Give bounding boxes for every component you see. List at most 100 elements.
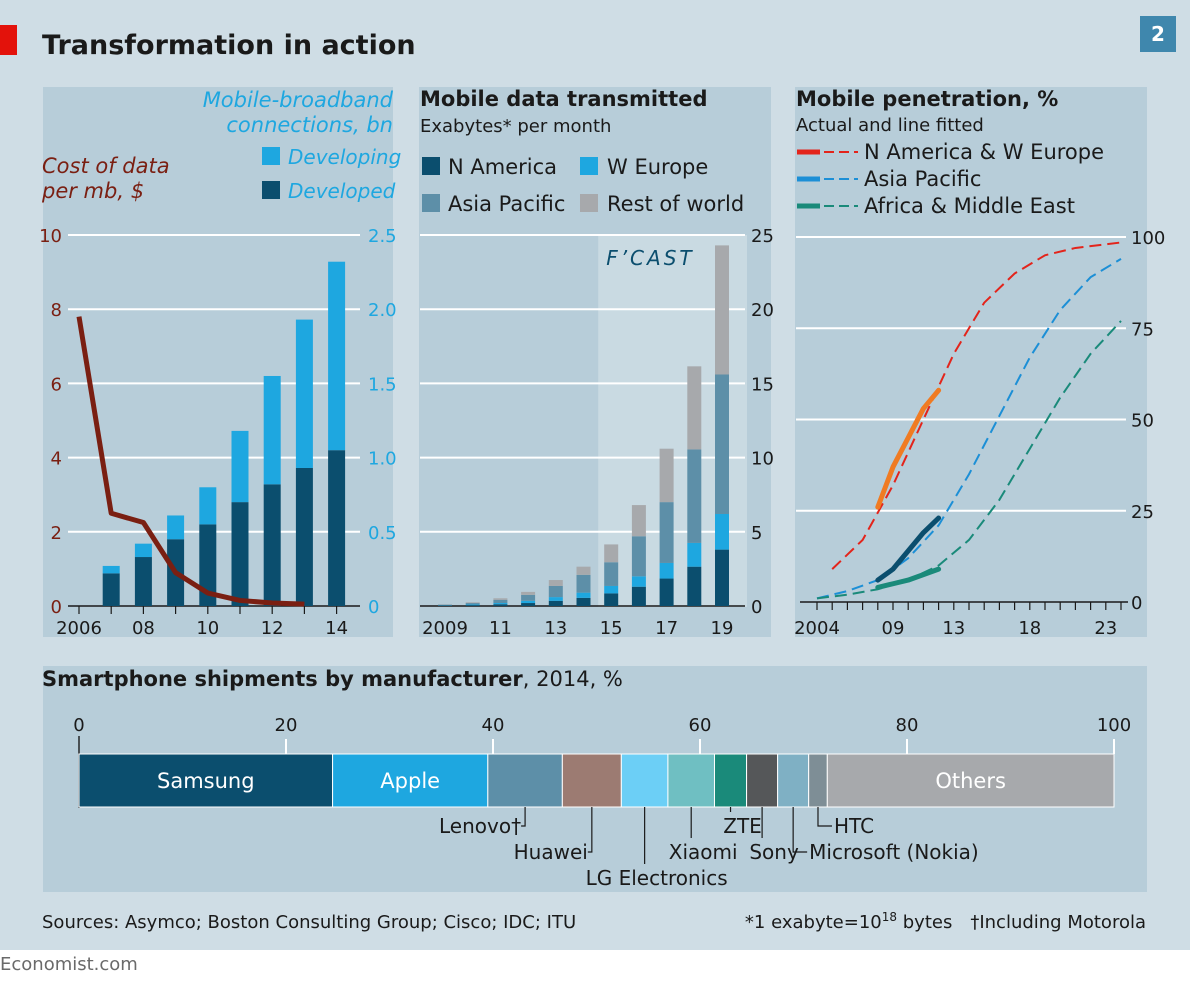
cost-of-data-line — [76, 316, 305, 607]
cost-left-tick-label: 10 — [39, 226, 62, 247]
broadband-title-line2: connections, bn — [226, 113, 393, 137]
cost-axis-title-line1: Cost of data — [42, 154, 170, 178]
cost-left-tick-label: 0 — [51, 597, 62, 618]
footnote-exabyte-suffix: bytes — [897, 912, 952, 933]
red-tag — [0, 25, 17, 55]
legend-weurope-label: W Europe — [607, 155, 708, 179]
penetration-y-tick-label: 25 — [1131, 502, 1154, 523]
data-transmitted-title: Mobile data transmitted — [420, 87, 707, 111]
sources-note: Sources: Asymco; Boston Consulting Group… — [42, 912, 576, 933]
cost-axis-title-line2: per mb, $ — [41, 179, 144, 203]
penetration-y-tick-label: 50 — [1131, 411, 1154, 432]
bar-asiapacific — [493, 599, 508, 604]
segment-label-htc: HTC — [834, 814, 874, 838]
broadband-right-tick-label: 0.5 — [368, 523, 397, 544]
data-transmitted-y-tick-label: 10 — [751, 449, 774, 470]
bar-weurope — [548, 597, 563, 601]
broadband-x-tick-label: 10 — [196, 618, 219, 639]
data-transmitted-y-tick-label: 0 — [751, 597, 762, 618]
data-transmitted-x-tick-label: 17 — [655, 618, 678, 639]
data-transmitted-x-tick-label: 2009 — [422, 618, 468, 639]
legend-namerica-label: N America — [448, 155, 557, 179]
penetration-subtitle: Actual and line fitted — [796, 115, 984, 136]
penetration-y-tick-label: 75 — [1131, 319, 1154, 340]
bar-namerica — [521, 603, 536, 606]
cost-left-tick-label: 8 — [51, 300, 62, 321]
bar-developing — [134, 543, 152, 558]
bar-weurope — [604, 585, 619, 594]
bar-weurope — [576, 592, 591, 598]
penetration-actual-line-asia-pacific — [875, 515, 942, 583]
penetration-x-tick-label: 18 — [1018, 618, 1041, 639]
segment-huawei — [561, 753, 622, 808]
penetration-fitted-line-asia-pacific — [816, 258, 1122, 600]
cost-left-tick-label: 2 — [51, 523, 62, 544]
broadband-x-tick-label: 08 — [132, 618, 155, 639]
legend-namerica-swatch — [422, 157, 440, 175]
smartphone-axis-tick-label: 40 — [482, 715, 505, 736]
bar-restofworld — [687, 366, 702, 450]
penetration-x-tick-label: 2004 — [794, 618, 840, 639]
bar-restofworld — [604, 544, 619, 563]
data-transmitted-x-tick-label: 15 — [600, 618, 623, 639]
penetration-title: Mobile penetration, % — [796, 87, 1058, 111]
bar-asiapacific — [521, 594, 536, 601]
bar-weurope — [687, 542, 702, 567]
legend-developing-swatch — [262, 147, 280, 165]
segment-samsung — [78, 753, 334, 808]
data-transmitted-x-tick-label: 11 — [489, 618, 512, 639]
bar-restofworld — [493, 598, 508, 600]
bar-namerica — [631, 586, 646, 606]
bar-developed — [295, 467, 313, 606]
smartphone-axis-tick-label: 100 — [1097, 715, 1131, 736]
segment-others — [826, 753, 1115, 808]
penetration-actual-line-na-europe — [875, 387, 942, 510]
leader-line-microsoft-nokia — [792, 807, 808, 853]
legend-restofworld-label: Rest of world — [607, 192, 744, 216]
segment-htc — [808, 753, 828, 808]
bar-weurope — [465, 604, 480, 606]
chart-number: 2 — [1151, 22, 1165, 46]
credit: Economist.com — [0, 954, 138, 975]
bar-restofworld — [576, 566, 591, 575]
bar-developing — [328, 261, 346, 451]
leader-line-htc — [817, 807, 832, 827]
bar-asiapacific — [604, 562, 619, 586]
bar-developed — [231, 502, 249, 606]
penetration-y-tick-label: 0 — [1131, 593, 1142, 614]
bar-developing — [102, 565, 120, 574]
penetration-chart: Mobile penetration, % Actual and line fi… — [794, 87, 1165, 639]
bar-developed — [328, 450, 346, 606]
bar-weurope — [521, 600, 536, 604]
bar-asiapacific — [576, 574, 591, 593]
broadband-right-tick-label: 1.5 — [368, 374, 397, 395]
segment-apple — [332, 753, 489, 808]
leader-line-lenovo — [521, 807, 526, 827]
bar-developed — [199, 524, 217, 606]
cost-left-tick-label: 6 — [51, 374, 62, 395]
broadband-right-tick-label: 2.0 — [368, 300, 397, 321]
bar-developed — [134, 557, 152, 606]
bar-developing — [295, 319, 313, 468]
segment-sony — [746, 753, 779, 808]
credit-strip — [0, 950, 1190, 982]
legend-weurope-swatch — [580, 157, 598, 175]
broadband-x-tick-label: 14 — [325, 618, 348, 639]
bar-weurope — [659, 562, 674, 579]
bar-weurope — [715, 513, 729, 550]
forecast-label: F’CAST — [606, 246, 694, 270]
smartphone-axis-tick-label: 60 — [689, 715, 712, 736]
bar-developing — [231, 430, 249, 503]
chart-title: Transformation in action — [42, 30, 416, 61]
smartphone-title: Smartphone shipments by manufacturer, 20… — [42, 667, 623, 691]
segment-label-microsoft-nokia: Microsoft (Nokia) — [809, 840, 979, 864]
penetration-fitted-line-africa-middle-east — [816, 320, 1122, 600]
smartphone-title-main: Smartphone shipments by manufacturer — [42, 667, 523, 691]
legend-penetration-label-africa-middle-east: Africa & Middle East — [864, 194, 1075, 218]
bar-restofworld — [659, 448, 674, 503]
bar-asiapacific — [687, 449, 702, 543]
bar-namerica — [715, 549, 729, 606]
bar-developing — [263, 375, 281, 485]
bar-asiapacific — [465, 603, 480, 605]
